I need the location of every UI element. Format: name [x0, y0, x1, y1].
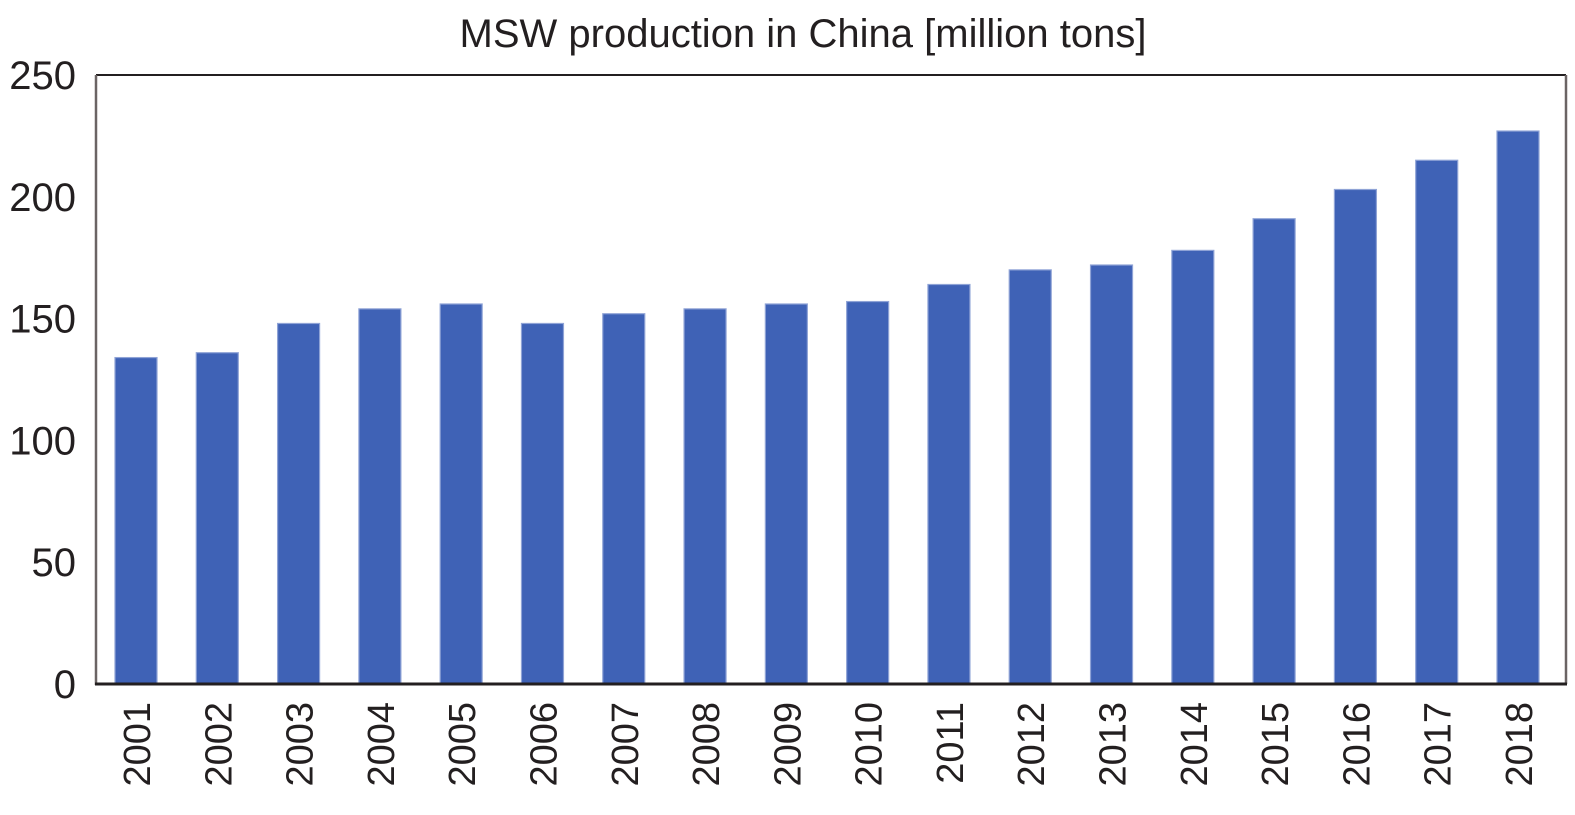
- bar-2007: [602, 313, 646, 685]
- bar-2015: [1252, 218, 1296, 685]
- x-tick-label: 2008: [686, 702, 728, 787]
- y-tick-label: 250: [9, 54, 76, 98]
- x-tick-label: 2018: [1499, 702, 1541, 787]
- plot-frame: [96, 74, 1568, 684]
- y-tick-label: 150: [9, 298, 76, 342]
- bars-group: [114, 130, 1540, 685]
- bar-2012: [1008, 269, 1052, 685]
- x-tick-label: 2015: [1255, 702, 1297, 787]
- bar-2006: [520, 322, 565, 685]
- bar-2009: [764, 303, 808, 685]
- y-tick-label: 50: [32, 541, 77, 585]
- x-tick-label: 2014: [1174, 702, 1216, 787]
- bar-2002: [195, 352, 239, 685]
- x-axis-ticks: 2001 2002 2003 2004 2005 2006 2007 2008 2009 2010…: [117, 702, 1541, 787]
- x-tick-label: 2010: [849, 702, 891, 787]
- x-tick-label: 2017: [1418, 702, 1460, 787]
- bar-2018: [1496, 130, 1540, 685]
- x-tick-label: 2004: [361, 702, 403, 787]
- bar-2004: [358, 308, 402, 685]
- bar-2016: [1333, 188, 1378, 685]
- x-tick-label: 2005: [442, 702, 484, 787]
- bar-2003: [276, 322, 321, 685]
- x-tick-label: 2013: [1093, 702, 1135, 787]
- x-tick-label: 2009: [767, 702, 809, 787]
- bar-2008: [683, 308, 727, 685]
- bar-2010: [846, 300, 890, 685]
- bar-2005: [439, 303, 483, 685]
- bar-2011: [927, 283, 971, 685]
- bar-2013: [1089, 264, 1134, 685]
- bar-2001: [114, 356, 158, 685]
- x-tick-label: 2003: [280, 702, 322, 787]
- chart-title: MSW production in China [million tons]: [460, 12, 1147, 56]
- y-tick-label: 200: [9, 176, 76, 220]
- x-tick-label: 2006: [523, 702, 565, 787]
- y-tick-label: 0: [54, 663, 76, 707]
- bar-2017: [1415, 159, 1459, 685]
- x-tick-label: 2011: [930, 702, 972, 784]
- x-tick-label: 2007: [605, 702, 647, 787]
- x-tick-label: 2016: [1336, 702, 1378, 787]
- x-tick-label: 2002: [198, 702, 240, 787]
- y-axis-ticks: 0 50 100 150 200 250: [9, 54, 76, 707]
- bar-2014: [1171, 249, 1215, 685]
- y-tick-label: 100: [9, 419, 76, 463]
- x-tick-label: 2012: [1011, 702, 1053, 787]
- x-tick-label: 2001: [117, 702, 159, 787]
